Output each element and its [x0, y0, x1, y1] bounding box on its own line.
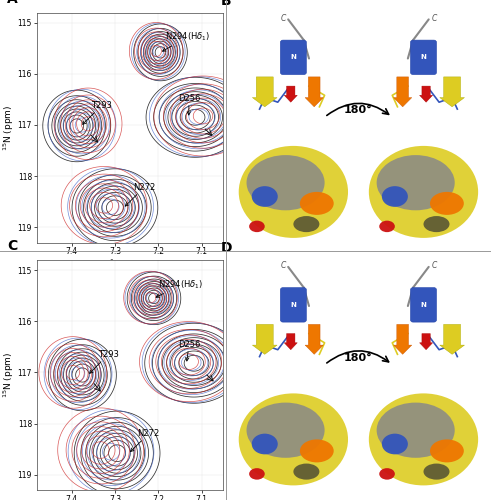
Ellipse shape	[379, 220, 395, 232]
FancyBboxPatch shape	[280, 288, 306, 322]
Text: D256: D256	[178, 94, 200, 115]
Text: C: C	[7, 239, 17, 253]
Ellipse shape	[246, 155, 325, 210]
Ellipse shape	[377, 155, 455, 210]
FancyArrow shape	[394, 324, 412, 354]
Text: N: N	[291, 54, 296, 60]
Text: D256: D256	[178, 340, 200, 361]
FancyArrow shape	[284, 334, 297, 349]
Ellipse shape	[423, 216, 450, 232]
Ellipse shape	[369, 146, 478, 238]
FancyArrow shape	[284, 86, 297, 102]
Text: N294(H$\delta_1$): N294(H$\delta_1$)	[163, 31, 210, 51]
Text: T293: T293	[82, 101, 112, 124]
Text: 180°: 180°	[344, 106, 373, 116]
FancyArrow shape	[420, 334, 433, 349]
Ellipse shape	[382, 434, 408, 454]
Ellipse shape	[369, 394, 478, 486]
Ellipse shape	[293, 464, 319, 479]
FancyArrow shape	[305, 324, 323, 354]
Text: N272: N272	[125, 183, 156, 206]
Ellipse shape	[377, 402, 455, 458]
Text: A: A	[7, 0, 18, 6]
Ellipse shape	[300, 192, 334, 215]
FancyBboxPatch shape	[410, 40, 436, 74]
Ellipse shape	[430, 192, 464, 215]
Ellipse shape	[239, 394, 348, 486]
FancyArrow shape	[440, 324, 464, 354]
Text: C: C	[431, 261, 436, 270]
Ellipse shape	[379, 468, 395, 479]
Text: 180°: 180°	[344, 353, 373, 363]
Ellipse shape	[239, 146, 348, 238]
Text: N294(H$\delta_1$): N294(H$\delta_1$)	[156, 278, 204, 297]
Text: N: N	[291, 302, 296, 308]
FancyArrow shape	[252, 77, 277, 107]
Text: N272: N272	[131, 430, 160, 452]
Text: B: B	[220, 0, 231, 8]
Ellipse shape	[293, 216, 319, 232]
FancyArrow shape	[252, 324, 277, 354]
Ellipse shape	[423, 464, 450, 479]
FancyBboxPatch shape	[280, 40, 306, 74]
Ellipse shape	[430, 440, 464, 462]
Text: N: N	[421, 302, 426, 308]
Ellipse shape	[300, 440, 334, 462]
Text: C: C	[280, 261, 286, 270]
Ellipse shape	[249, 468, 265, 479]
FancyBboxPatch shape	[410, 288, 436, 322]
Ellipse shape	[252, 186, 278, 207]
Ellipse shape	[246, 402, 325, 458]
Text: C: C	[431, 14, 436, 22]
FancyArrow shape	[420, 86, 433, 102]
Y-axis label: $^{15}$N (ppm): $^{15}$N (ppm)	[2, 104, 16, 150]
Text: T293: T293	[90, 350, 118, 374]
FancyArrow shape	[305, 77, 323, 107]
Y-axis label: $^{15}$N (ppm): $^{15}$N (ppm)	[2, 352, 16, 398]
Text: D: D	[220, 242, 232, 256]
Ellipse shape	[252, 434, 278, 454]
FancyArrow shape	[394, 77, 412, 107]
X-axis label: $^{1}$H (ppm): $^{1}$H (ppm)	[109, 258, 151, 272]
Text: C: C	[280, 14, 286, 22]
FancyArrow shape	[440, 77, 464, 107]
Ellipse shape	[382, 186, 408, 207]
Text: N: N	[421, 54, 426, 60]
Ellipse shape	[249, 220, 265, 232]
